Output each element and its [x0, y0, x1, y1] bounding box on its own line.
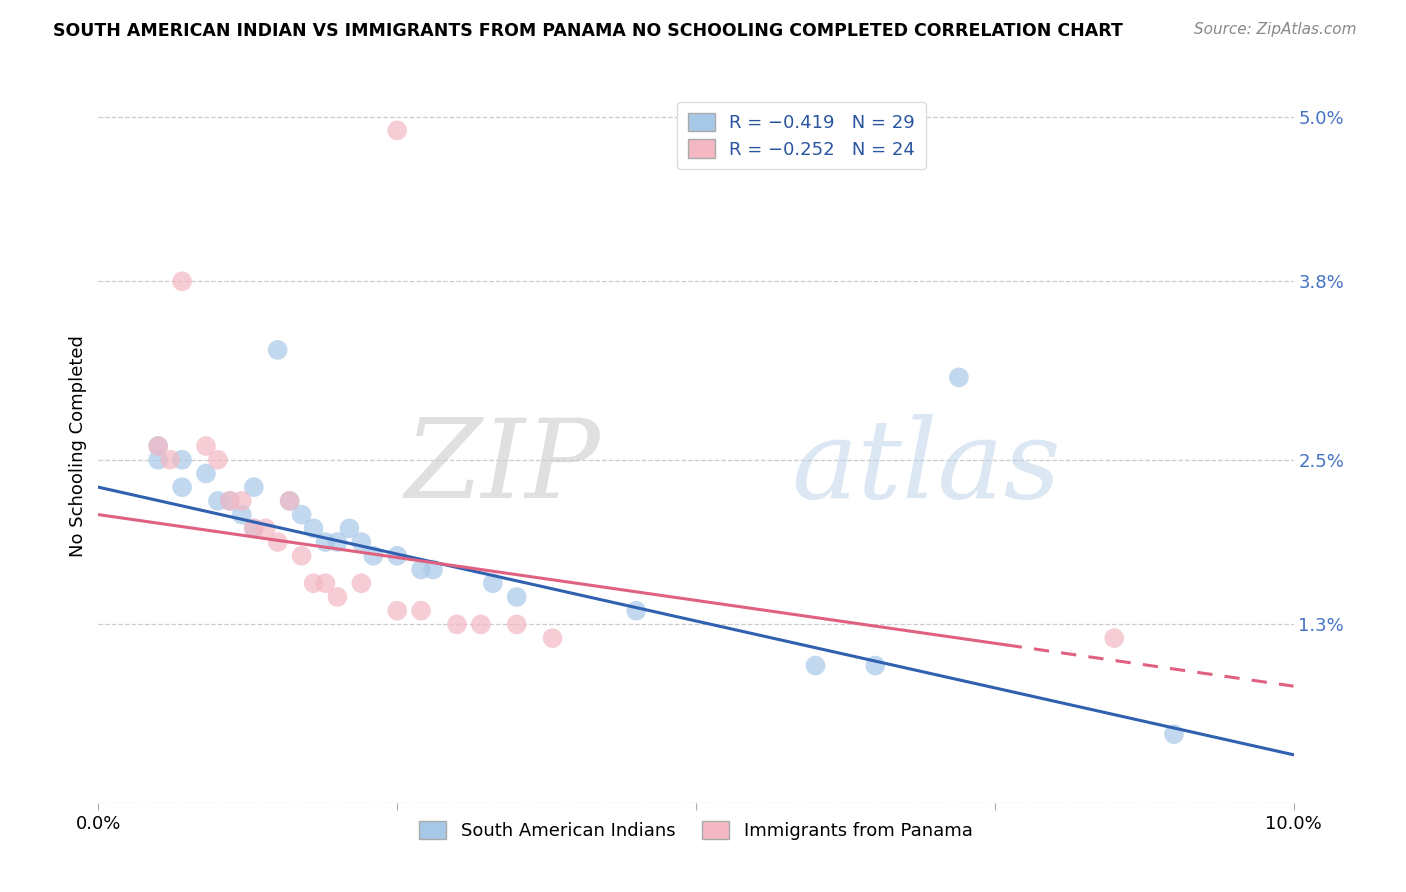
Point: [422, 562, 444, 576]
Point: [411, 604, 433, 618]
Point: [1163, 727, 1185, 741]
Point: [446, 617, 468, 632]
Point: [231, 494, 253, 508]
Point: [541, 631, 564, 645]
Point: [865, 658, 887, 673]
Point: [254, 521, 277, 535]
Point: [231, 508, 253, 522]
Point: [172, 480, 194, 494]
Point: [219, 494, 242, 508]
Point: [339, 521, 361, 535]
Point: [363, 549, 385, 563]
Point: [172, 274, 194, 288]
Point: [385, 123, 409, 137]
Point: [411, 562, 433, 576]
Point: [207, 452, 229, 467]
Point: [482, 576, 505, 591]
Point: [243, 521, 266, 535]
Text: atlas: atlas: [792, 414, 1062, 521]
Point: [804, 658, 827, 673]
Point: [302, 521, 325, 535]
Point: [148, 439, 170, 453]
Point: [148, 439, 170, 453]
Point: [278, 494, 301, 508]
Point: [243, 521, 266, 535]
Point: [385, 549, 409, 563]
Y-axis label: No Schooling Completed: No Schooling Completed: [69, 335, 87, 557]
Point: [267, 343, 290, 357]
Point: [626, 604, 648, 618]
Point: [350, 576, 373, 591]
Point: [948, 370, 970, 384]
Text: ZIP: ZIP: [405, 414, 600, 521]
Point: [506, 617, 529, 632]
Point: [219, 494, 242, 508]
Point: [278, 494, 301, 508]
Point: [291, 508, 314, 522]
Point: [315, 576, 337, 591]
Point: [291, 549, 314, 563]
Point: [195, 467, 218, 481]
Point: [148, 452, 170, 467]
Text: Source: ZipAtlas.com: Source: ZipAtlas.com: [1194, 22, 1357, 37]
Point: [267, 535, 290, 549]
Point: [315, 535, 337, 549]
Point: [326, 535, 349, 549]
Point: [470, 617, 492, 632]
Point: [195, 439, 218, 453]
Point: [302, 576, 325, 591]
Point: [172, 452, 194, 467]
Point: [326, 590, 349, 604]
Point: [506, 590, 529, 604]
Legend: South American Indians, Immigrants from Panama: South American Indians, Immigrants from …: [412, 814, 980, 847]
Text: SOUTH AMERICAN INDIAN VS IMMIGRANTS FROM PANAMA NO SCHOOLING COMPLETED CORRELATI: SOUTH AMERICAN INDIAN VS IMMIGRANTS FROM…: [53, 22, 1123, 40]
Point: [350, 535, 373, 549]
Point: [385, 604, 409, 618]
Point: [1104, 631, 1126, 645]
Point: [207, 494, 229, 508]
Point: [159, 452, 181, 467]
Point: [243, 480, 266, 494]
